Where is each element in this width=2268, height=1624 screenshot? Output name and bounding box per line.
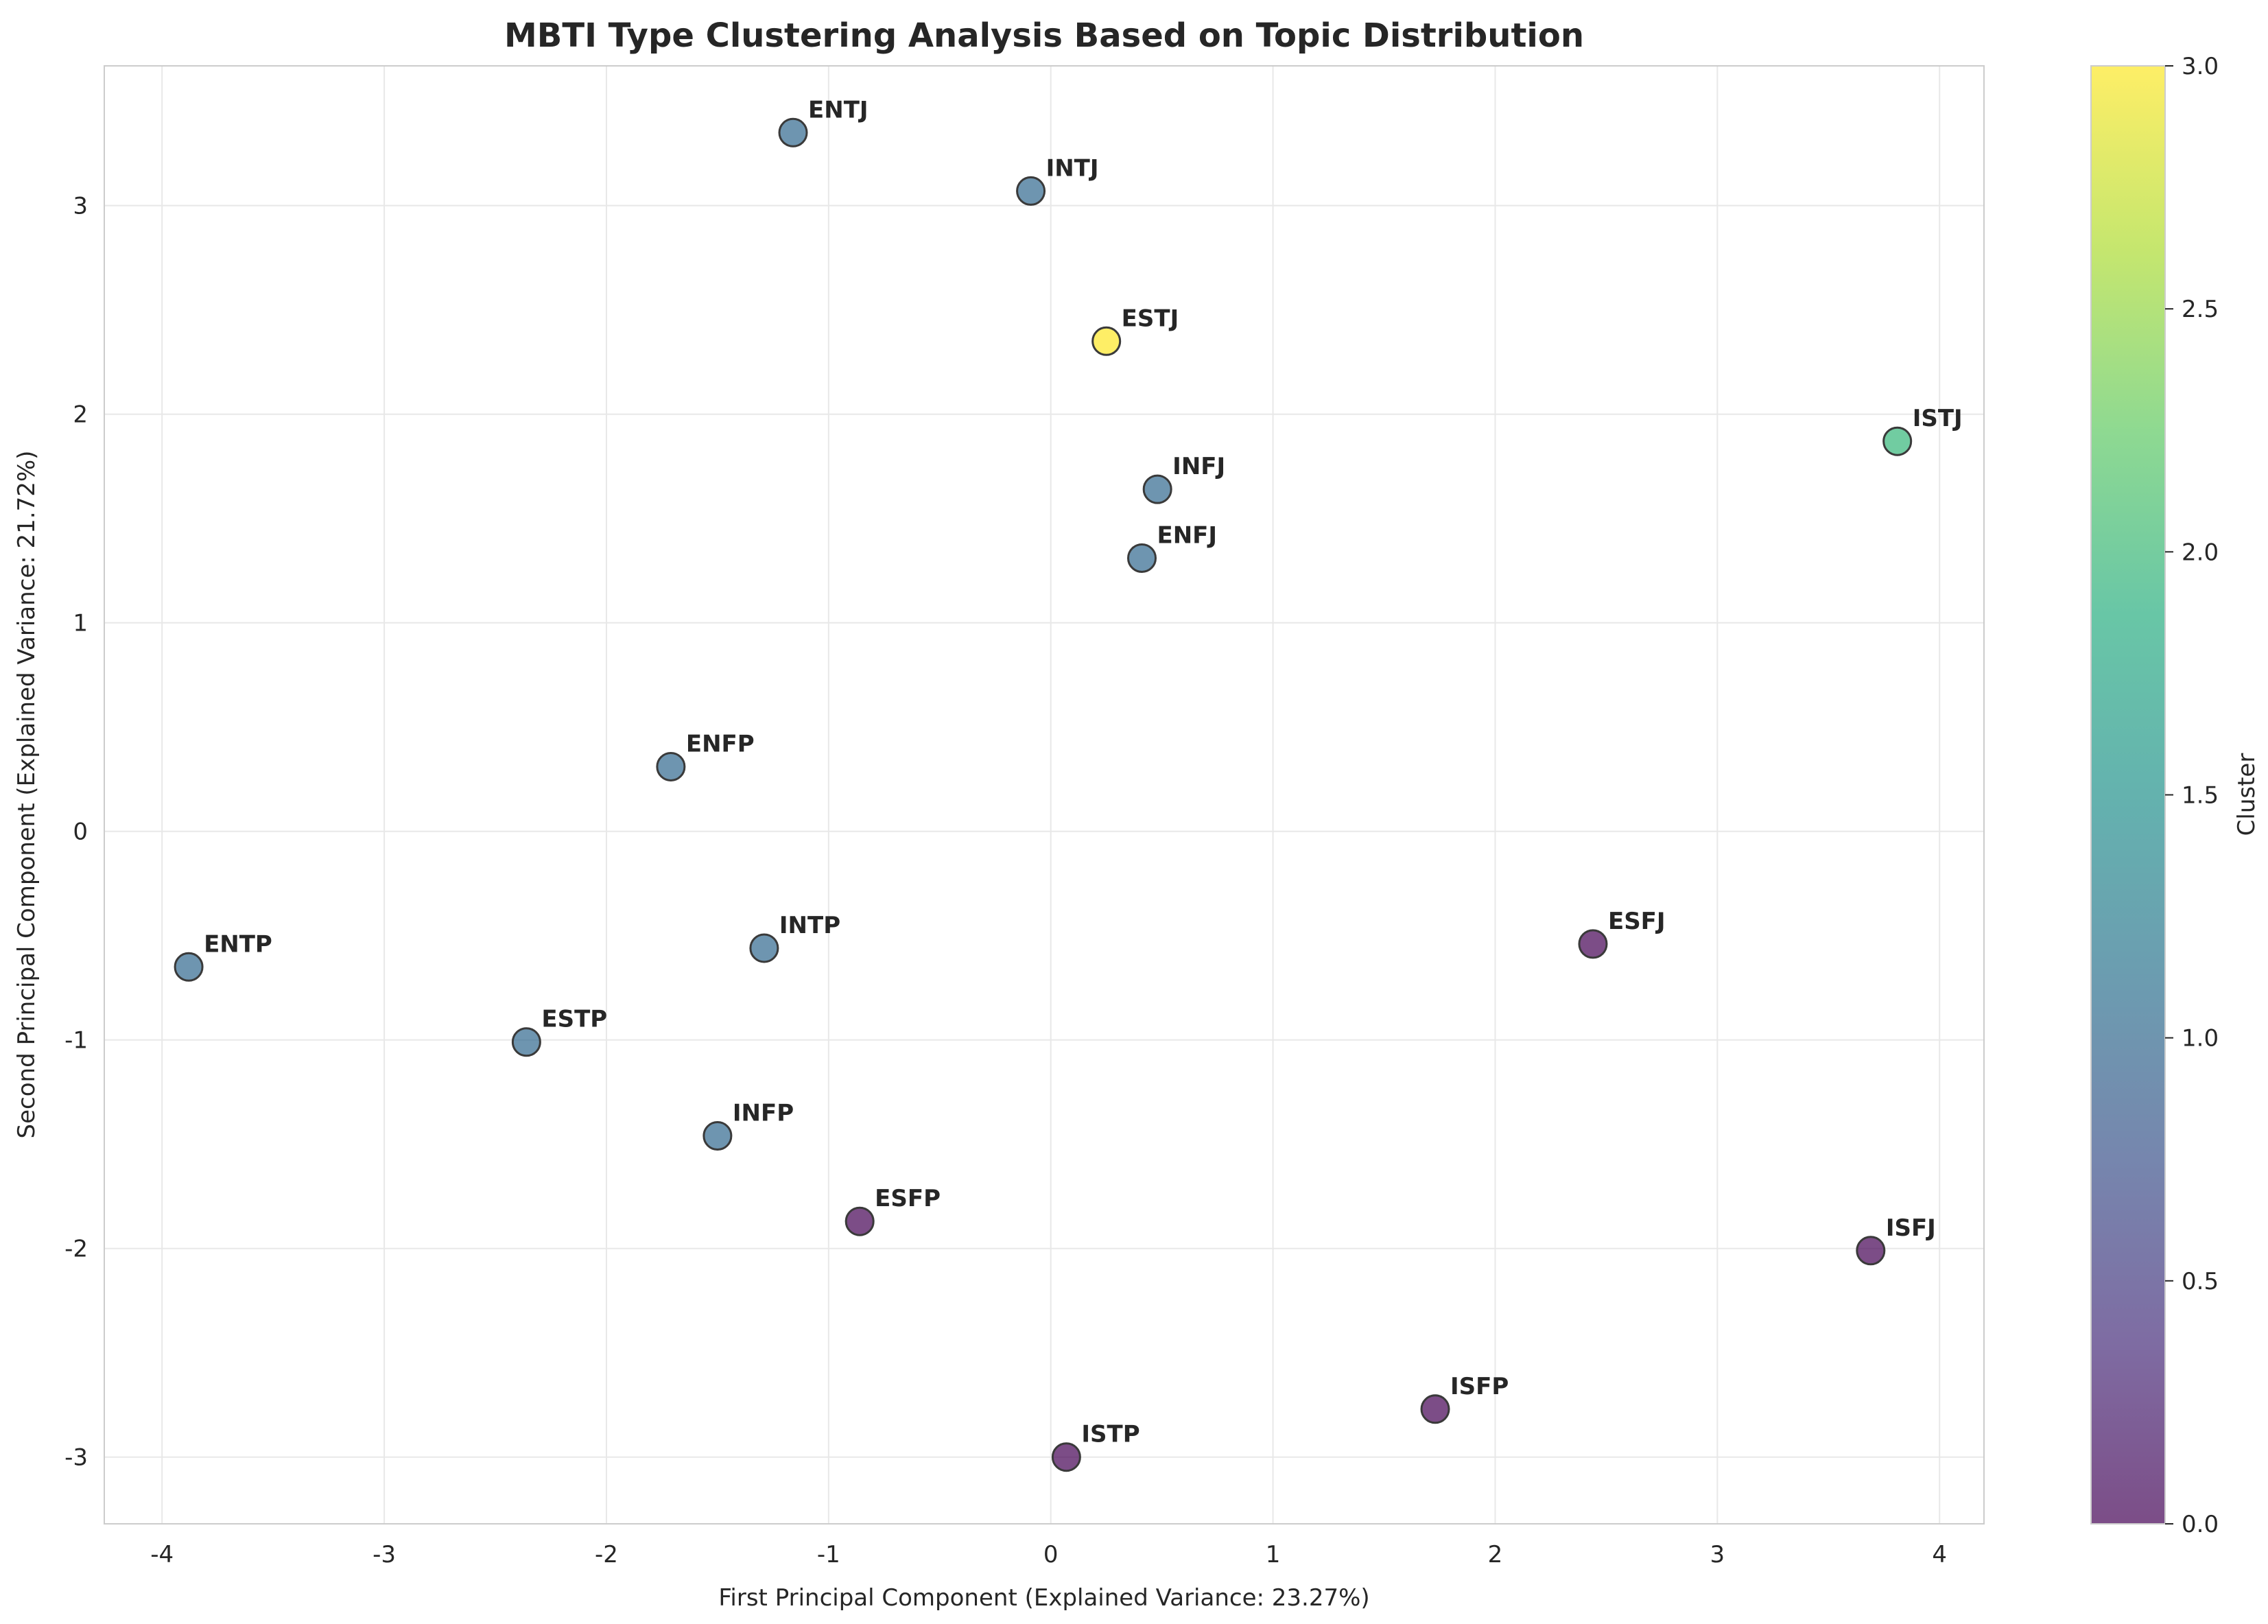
label-istj: ISTJ	[1913, 405, 1963, 432]
x-tick-label: -1	[817, 1541, 840, 1568]
point-infj	[1142, 474, 1172, 504]
point-intj	[1016, 176, 1046, 206]
colorbar: 0.0 0.5 1.0 1.5 2.0 2.5 3.0 Cluster	[2090, 53, 2260, 1538]
chart-title: MBTI Type Clustering Analysis Based on T…	[504, 16, 1584, 55]
colorbar-ticks: 0.0 0.5 1.0 1.5 2.0 2.5 3.0	[2165, 53, 2219, 1538]
y-tick-label: 3	[73, 193, 88, 220]
y-tick-labels: -3 -2 -1 0 1 2 3	[64, 193, 88, 1472]
label-infj: INFJ	[1172, 453, 1225, 480]
grid-lines	[104, 66, 1984, 1524]
x-tick-label: -4	[150, 1541, 174, 1568]
colorbar-tick-label: 1.5	[2182, 782, 2219, 810]
label-istp: ISTP	[1081, 1421, 1139, 1448]
label-estp: ESTP	[541, 1006, 607, 1033]
x-axis-label: First Principal Component (Explained Var…	[718, 1584, 1369, 1612]
colorbar-gradient	[2091, 66, 2165, 1524]
point-intp	[749, 933, 779, 963]
label-estj: ESTJ	[1122, 305, 1179, 332]
colorbar-tick-label: 1.0	[2182, 1025, 2219, 1052]
y-tick-label: -3	[64, 1444, 88, 1472]
label-esfp: ESFP	[875, 1185, 941, 1212]
x-tick-label: -3	[373, 1541, 396, 1568]
x-tick-label: -2	[595, 1541, 618, 1568]
y-tick-label: 2	[73, 401, 88, 429]
y-axis-label: Second Principal Component (Explained Va…	[13, 451, 40, 1139]
point-istp	[1051, 1442, 1081, 1472]
point-entj	[778, 117, 808, 148]
x-tick-label: 3	[1710, 1541, 1725, 1568]
point-infp	[702, 1121, 733, 1151]
colorbar-tick-label: 2.5	[2182, 296, 2219, 323]
colorbar-tick-label: 2.0	[2182, 539, 2219, 566]
label-esfj: ESFJ	[1608, 908, 1666, 935]
colorbar-label: Cluster	[2233, 753, 2260, 836]
x-tick-label: 1	[1266, 1541, 1281, 1568]
data-points	[174, 117, 1913, 1472]
point-esfp	[844, 1206, 875, 1236]
point-labels: ENTJ INTJ ESTJ ISTJ INFJ ENFJ ENFP ENTP INTP ESFJ…	[204, 96, 1963, 1448]
colorbar-tick-label: 3.0	[2182, 53, 2219, 80]
label-intj: INTJ	[1046, 154, 1099, 182]
point-istj	[1882, 426, 1913, 456]
label-isfj: ISFJ	[1886, 1214, 1936, 1242]
x-tick-label: 2	[1488, 1541, 1503, 1568]
x-tick-labels: -4 -3 -2 -1 0 1 2 3 4	[150, 1541, 1947, 1568]
point-enfj	[1127, 543, 1157, 573]
point-estj	[1091, 326, 1122, 356]
label-entp: ENTP	[204, 930, 272, 958]
point-estp	[511, 1027, 541, 1057]
label-intp: INTP	[779, 912, 840, 939]
y-tick-label: -2	[64, 1236, 88, 1263]
colorbar-tick-label: 0.0	[2182, 1511, 2219, 1538]
label-entj: ENTJ	[808, 96, 869, 123]
point-isfp	[1420, 1394, 1450, 1424]
y-tick-label: -1	[64, 1027, 88, 1055]
point-entp	[174, 952, 204, 982]
label-enfj: ENFJ	[1157, 521, 1218, 549]
point-enfp	[656, 751, 686, 781]
y-tick-label: 1	[73, 610, 88, 637]
label-infp: INFP	[733, 1100, 794, 1127]
label-isfp: ISFP	[1450, 1373, 1509, 1400]
x-tick-label: 4	[1932, 1541, 1947, 1568]
point-isfj	[1856, 1236, 1886, 1266]
plot-frame	[104, 65, 1985, 1525]
y-tick-label: 0	[73, 819, 88, 846]
point-esfj	[1578, 929, 1608, 959]
label-enfp: ENFP	[686, 730, 755, 757]
colorbar-tick-label: 0.5	[2182, 1268, 2219, 1295]
x-tick-label: 0	[1043, 1541, 1059, 1568]
